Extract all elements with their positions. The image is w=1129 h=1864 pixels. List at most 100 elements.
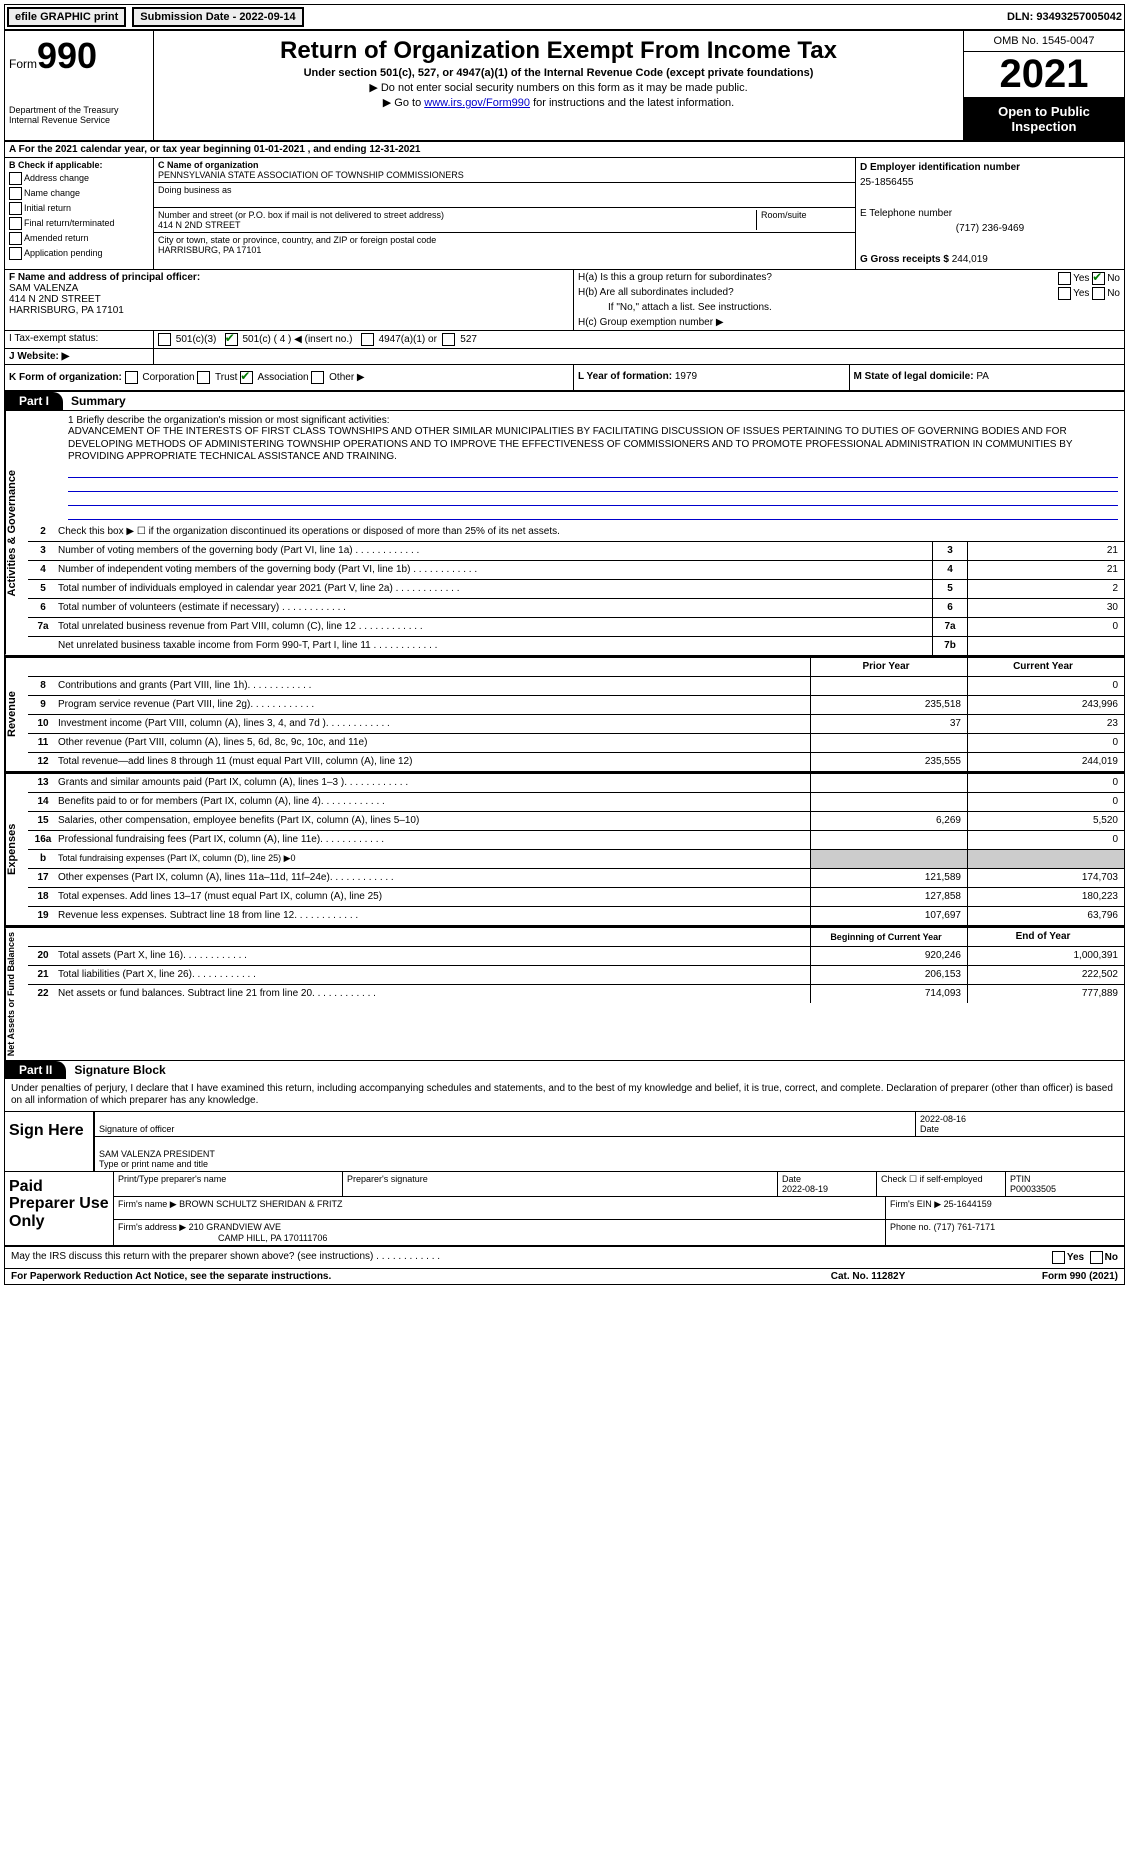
- irs-discuss-line: May the IRS discuss this return with the…: [5, 1247, 1124, 1269]
- boy-hdr: Beginning of Current Year: [810, 928, 967, 946]
- g-gross-label: G Gross receipts $: [860, 254, 949, 265]
- l8-desc: Contributions and grants (Part VIII, lin…: [58, 677, 810, 695]
- l5-val: 2: [967, 580, 1124, 598]
- column-c: C Name of organization PENNSYLVANIA STAT…: [154, 158, 856, 269]
- vtab-expenses: Expenses: [5, 774, 28, 925]
- f-label: F Name and address of principal officer:: [9, 272, 200, 283]
- vtab-revenue: Revenue: [5, 658, 28, 771]
- m-value: PA: [976, 371, 989, 382]
- part-2-header: Part II Signature Block: [5, 1061, 1124, 1079]
- lbl-trust: Trust: [215, 372, 237, 383]
- l11-desc: Other revenue (Part VIII, column (A), li…: [58, 734, 810, 752]
- sub3-post: for instructions and the latest informat…: [530, 97, 734, 109]
- chk-amended[interactable]: [9, 232, 22, 245]
- chk-irs-no[interactable]: [1090, 1251, 1103, 1264]
- l-label: L Year of formation:: [578, 371, 672, 382]
- chk-501c[interactable]: [225, 333, 238, 346]
- l9-curr: 243,996: [967, 696, 1124, 714]
- l15-desc: Salaries, other compensation, employee b…: [58, 812, 810, 830]
- l16a-prior: [810, 831, 967, 849]
- prep-name-label: Print/Type preparer's name: [114, 1172, 343, 1196]
- l15-prior: 6,269: [810, 812, 967, 830]
- l13-prior: [810, 774, 967, 792]
- firm-name-label: Firm's name ▶: [118, 1199, 177, 1209]
- footer: For Paperwork Reduction Act Notice, see …: [5, 1269, 1124, 1284]
- l5-desc: Total number of individuals employed in …: [58, 583, 932, 594]
- type-name-label: Type or print name and title: [99, 1159, 208, 1169]
- sign-here-block: Sign Here Signature of officer 2022-08-1…: [5, 1112, 1124, 1172]
- l7b-desc: Net unrelated business taxable income fr…: [58, 640, 932, 651]
- street-value: 414 N 2ND STREET: [158, 220, 752, 230]
- chk-other[interactable]: [311, 371, 324, 384]
- officer-name-title: SAM VALENZA PRESIDENT: [99, 1149, 215, 1159]
- l4-desc: Number of independent voting members of …: [58, 564, 932, 575]
- current-year-hdr: Current Year: [967, 658, 1124, 676]
- info-grid: B Check if applicable: Address change Na…: [5, 158, 1124, 270]
- sub3-pre: ▶ Go to: [383, 97, 424, 109]
- sig-intro: Under penalties of perjury, I declare th…: [5, 1079, 1124, 1112]
- l22-curr: 777,889: [967, 985, 1124, 1003]
- l16b-desc: Total fundraising expenses (Part IX, col…: [58, 850, 810, 868]
- chk-address-change[interactable]: [9, 172, 22, 185]
- column-b: B Check if applicable: Address change Na…: [5, 158, 154, 269]
- form-title: Return of Organization Exempt From Incom…: [158, 37, 959, 65]
- dba-label: Doing business as: [158, 185, 851, 195]
- sig-date-label: Date: [920, 1124, 939, 1134]
- firm-addr-label: Firm's address ▶: [118, 1222, 186, 1232]
- chk-hb-yes[interactable]: [1058, 287, 1071, 300]
- paid-preparer-label: Paid Preparer Use Only: [5, 1172, 113, 1245]
- l14-prior: [810, 793, 967, 811]
- chk-501c3[interactable]: [158, 333, 171, 346]
- l18-curr: 180,223: [967, 888, 1124, 906]
- chk-initial-return[interactable]: [9, 202, 22, 215]
- l16a-curr: 0: [967, 831, 1124, 849]
- header-right: OMB No. 1545-0047 2021 Open to Public In…: [963, 31, 1124, 140]
- paid-preparer-block: Paid Preparer Use Only Print/Type prepar…: [5, 1172, 1124, 1247]
- irs-link[interactable]: www.irs.gov/Form990: [424, 97, 530, 109]
- row-k: K Form of organization: Corporation Trus…: [5, 365, 1124, 392]
- chk-assoc[interactable]: [240, 371, 253, 384]
- part-2-title: Signature Block: [66, 1063, 165, 1077]
- lbl-initial-return: Initial return: [24, 203, 71, 213]
- l-value: 1979: [675, 371, 697, 382]
- chk-ha-no[interactable]: [1092, 272, 1105, 285]
- chk-irs-yes[interactable]: [1052, 1251, 1065, 1264]
- firm-addr-value: 210 GRANDVIEW AVE: [189, 1222, 281, 1232]
- part-1-tab: Part I: [5, 392, 63, 410]
- firm-ein-label: Firm's EIN ▶: [890, 1199, 941, 1209]
- chk-hb-no[interactable]: [1092, 287, 1105, 300]
- chk-final-return[interactable]: [9, 217, 22, 230]
- l7b-val: [967, 637, 1124, 655]
- firm-name-value: BROWN SCHULTZ SHERIDAN & FRITZ: [179, 1199, 342, 1209]
- l9-prior: 235,518: [810, 696, 967, 714]
- l19-prior: 107,697: [810, 907, 967, 925]
- l3-desc: Number of voting members of the governin…: [58, 545, 932, 556]
- part-1-title: Summary: [63, 394, 126, 408]
- officer-name: SAM VALENZA: [9, 283, 78, 294]
- efile-print-button[interactable]: efile GRAPHIC print: [7, 7, 126, 27]
- chk-ha-yes[interactable]: [1058, 272, 1071, 285]
- l21-prior: 206,153: [810, 966, 967, 984]
- chk-trust[interactable]: [197, 371, 210, 384]
- l13-curr: 0: [967, 774, 1124, 792]
- l17-desc: Other expenses (Part IX, column (A), lin…: [58, 869, 810, 887]
- l9-desc: Program service revenue (Part VIII, line…: [58, 696, 810, 714]
- lbl-name-change: Name change: [24, 188, 80, 198]
- ein-value: 25-1856455: [860, 175, 1120, 190]
- chk-app-pending[interactable]: [9, 247, 22, 260]
- chk-527[interactable]: [442, 333, 455, 346]
- l11-prior: [810, 734, 967, 752]
- city-label: City or town, state or province, country…: [158, 235, 851, 245]
- chk-corp[interactable]: [125, 371, 138, 384]
- gross-value: 244,019: [952, 254, 988, 265]
- l7a-val: 0: [967, 618, 1124, 636]
- c-name-label: C Name of organization: [158, 160, 851, 170]
- lbl-amended: Amended return: [24, 233, 89, 243]
- chk-4947[interactable]: [361, 333, 374, 346]
- l22-prior: 714,093: [810, 985, 967, 1003]
- l20-curr: 1,000,391: [967, 947, 1124, 965]
- submission-date-button[interactable]: Submission Date - 2022-09-14: [132, 7, 303, 27]
- chk-name-change[interactable]: [9, 187, 22, 200]
- lbl-assoc: Association: [257, 372, 308, 383]
- prep-date-value: 2022-08-19: [782, 1184, 828, 1194]
